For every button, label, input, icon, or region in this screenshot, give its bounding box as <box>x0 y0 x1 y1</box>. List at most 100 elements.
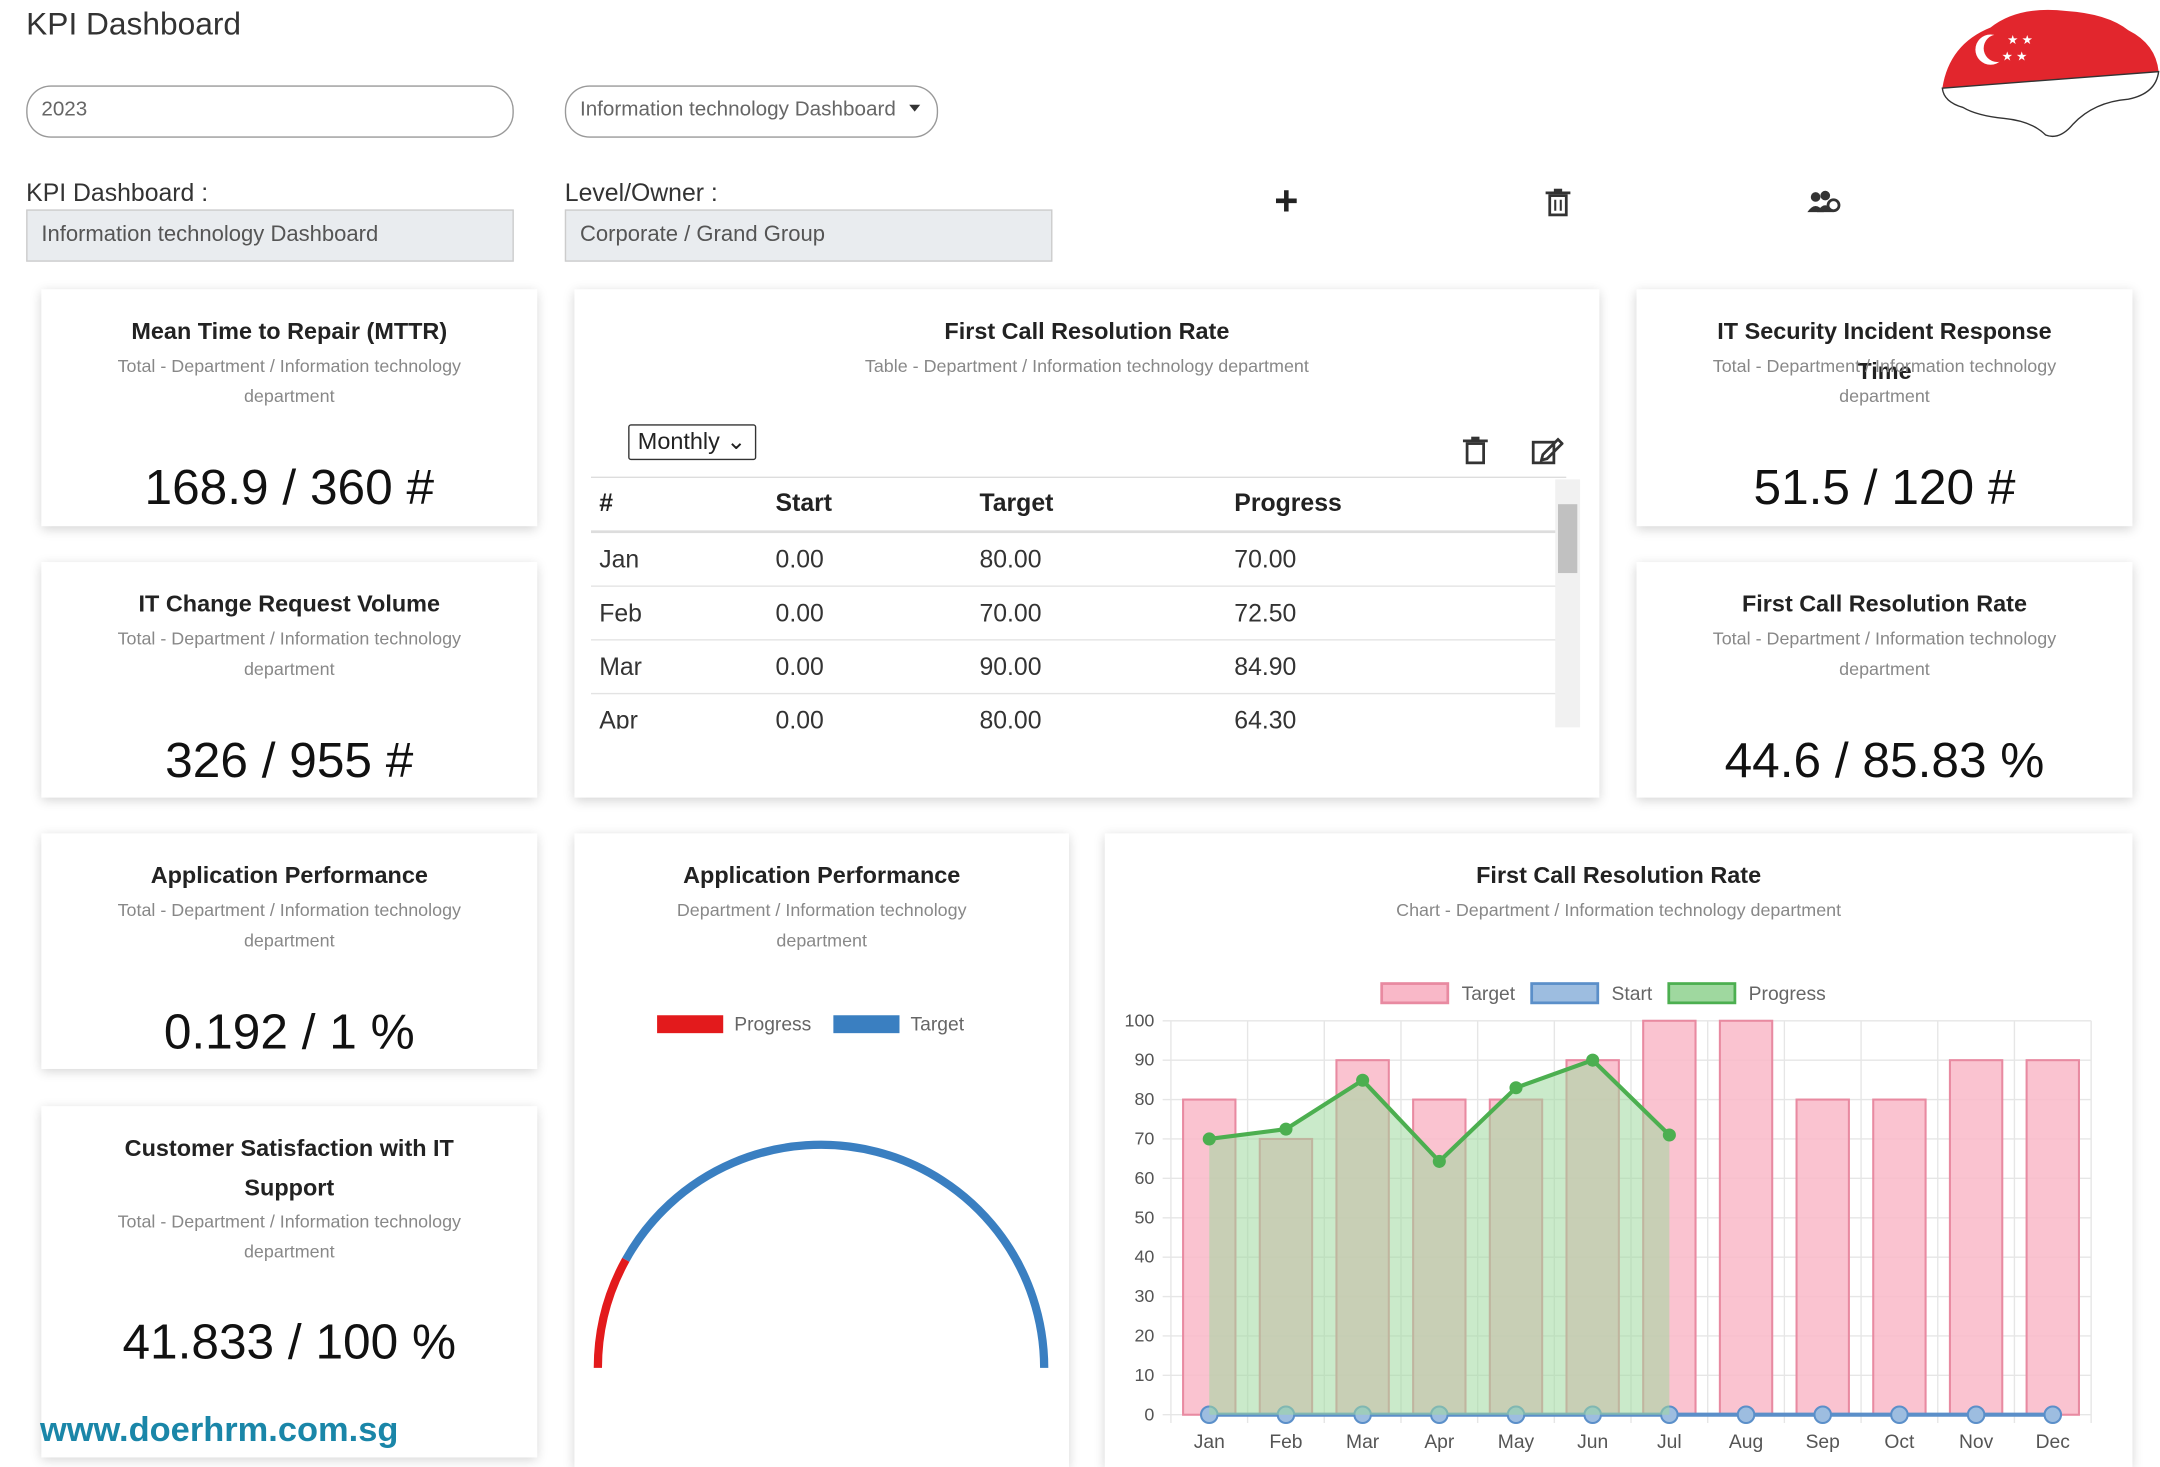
point <box>1736 1405 1756 1425</box>
y-tick-label: 90 <box>1134 1050 1154 1070</box>
gauge-segment <box>593 1257 630 1368</box>
footer-url: www.doerhrm.com.sg <box>39 1410 399 1450</box>
bar <box>1718 1019 1774 1416</box>
kpi-value: 51.5 / 120 # <box>1753 458 2016 516</box>
gauge-subtitle: Department / Information technology depa… <box>676 899 967 951</box>
point <box>1509 1081 1523 1095</box>
svg-text:★ ★: ★ ★ <box>2007 33 2033 47</box>
table-cell: 0.00 <box>775 599 824 627</box>
owner-label: Level/Owner : <box>564 179 718 207</box>
x-tick-label: Oct <box>1884 1432 1915 1453</box>
table-cell: 72.50 <box>1234 599 1297 627</box>
kpi-card: IT Security Incident Response Time Total … <box>1636 289 2133 527</box>
table-cell: 84.90 <box>1234 652 1297 681</box>
x-tick-label: Jan <box>1194 1432 1225 1453</box>
table-row: Jan 0.00 80.00 70.00 <box>590 533 1567 587</box>
period-value: Monthly <box>637 428 720 455</box>
table-card: First Call Resolution Rate Table - Depar… <box>574 289 1600 798</box>
y-tick-label: 60 <box>1134 1168 1154 1188</box>
legend-label: Progress <box>1749 984 1826 1005</box>
dashboard-select[interactable]: Information technology Dashboard <box>564 85 939 138</box>
kpi-value: 168.9 / 360 # <box>144 458 435 516</box>
chart-subtitle: Chart - Department / Information technol… <box>1396 899 1842 921</box>
add-button[interactable]: + <box>1274 179 1299 225</box>
kpi-title: IT Security Incident Response Time <box>1717 318 2052 385</box>
bar <box>1948 1059 2004 1416</box>
dashboard-label: KPI Dashboard : <box>26 179 209 207</box>
dashboard-field: Information technology Dashboard <box>26 209 514 262</box>
legend-swatch <box>1667 982 1737 1005</box>
point <box>1279 1122 1293 1136</box>
kpi-subtitle: Total - Department / Information technol… <box>117 355 461 407</box>
kpi-subtitle: Total - Department / Information technol… <box>117 899 461 951</box>
point <box>1202 1132 1216 1146</box>
gauge-segment <box>622 1140 1049 1368</box>
table-header: # <box>599 489 614 517</box>
table-header: Start <box>775 489 833 517</box>
y-tick-label: 80 <box>1134 1089 1154 1109</box>
table-edit-button[interactable] <box>1530 435 1564 465</box>
y-tick-label: 30 <box>1134 1286 1154 1306</box>
period-select[interactable]: Monthly ⌄ <box>628 424 756 461</box>
kpi-card: First Call Resolution Rate Total - Depart… <box>1636 562 2133 798</box>
table-row: Apr 0.00 80.00 64.30 <box>591 694 1566 729</box>
table-cell: 90.00 <box>979 652 1042 681</box>
page-title: KPI Dashboard <box>26 5 242 42</box>
kpi-value: 41.833 / 100 % <box>122 1312 457 1370</box>
x-tick-label: Feb <box>1269 1432 1302 1453</box>
table-cell: 0.00 <box>775 545 824 574</box>
point <box>1662 1128 1676 1142</box>
kpi-title: Customer Satisfaction with IT Support <box>124 1135 454 1202</box>
legend-label: Start <box>1612 984 1653 1005</box>
y-tick-label: 50 <box>1134 1207 1154 1227</box>
x-tick-label: Aug <box>1729 1432 1763 1453</box>
x-tick-label: Jun <box>1577 1432 1608 1453</box>
users-button[interactable] <box>1806 190 1842 215</box>
kpi-card: Application Performance Total - Departmen… <box>41 833 538 1069</box>
kpi-subtitle: Total - Department / Information technol… <box>117 628 461 680</box>
table-cell: 80.00 <box>979 706 1042 729</box>
table-cell: Jan <box>599 545 640 574</box>
year-input[interactable]: 2023 <box>26 85 514 138</box>
table-cell: Mar <box>599 652 642 681</box>
kpi-title: IT Change Request Volume <box>138 590 440 618</box>
y-tick-label: 40 <box>1134 1247 1154 1267</box>
gauge-card: Application Performance Department / Inf… <box>574 833 1069 1467</box>
table-cell: 64.30 <box>1234 706 1297 729</box>
legend-swatch <box>833 1015 900 1034</box>
table-row: Feb 0.00 70.00 72.50 <box>590 587 1567 641</box>
kpi-title: Application Performance <box>150 862 428 889</box>
kpi-value: 44.6 / 85.83 % <box>1724 731 2045 788</box>
owner-field: Corporate / Grand Group <box>564 209 1053 262</box>
delete-button[interactable] <box>1544 187 1572 217</box>
chart-title: First Call Resolution Rate <box>1476 862 1762 889</box>
table-header: Target <box>979 489 1054 517</box>
table-row: Mar 0.00 90.00 84.90 <box>590 641 1567 695</box>
point <box>2043 1405 2063 1425</box>
kpi-card: Mean Time to Repair (MTTR) Total - Depart… <box>41 289 538 527</box>
table-cell: 0.00 <box>775 706 824 729</box>
bar <box>2025 1059 2080 1416</box>
legend-label: Target <box>1462 984 1516 1005</box>
legend-swatch <box>1530 982 1600 1005</box>
table-cell: 70.00 <box>979 599 1042 627</box>
x-tick-label: Dec <box>2036 1432 2071 1453</box>
x-tick-label: Mar <box>1346 1432 1380 1453</box>
table-delete-button[interactable] <box>1462 435 1490 465</box>
bar <box>1872 1098 1927 1416</box>
kpi-subtitle: Total - Department / Information technol… <box>1712 628 2057 680</box>
table-subtitle: Table - Department / Information technol… <box>864 355 1309 377</box>
legend-label: Progress <box>734 1014 811 1035</box>
table-cell: 0.00 <box>775 652 824 681</box>
y-tick-label: 0 <box>1144 1404 1154 1424</box>
gauge-title: Application Performance <box>683 862 961 889</box>
table-cell: Apr <box>599 706 638 729</box>
table-cell: 70.00 <box>1234 545 1297 574</box>
kpi-subtitle: Total - Department / Information technol… <box>117 1210 461 1262</box>
scrollbar[interactable] <box>1555 479 1581 728</box>
y-tick-label: 10 <box>1134 1365 1154 1385</box>
point <box>1586 1053 1600 1067</box>
